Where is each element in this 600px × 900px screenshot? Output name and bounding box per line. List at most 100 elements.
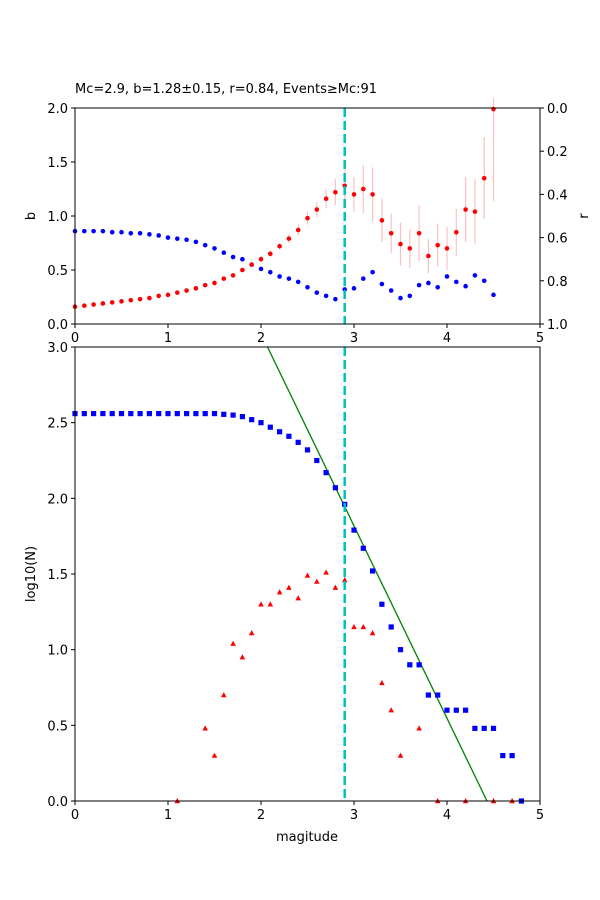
cumulative-point xyxy=(509,753,515,759)
cumulative-point xyxy=(100,410,106,417)
non-cumulative-point xyxy=(248,630,255,636)
b-value-point xyxy=(481,175,487,181)
non-cumulative-point xyxy=(239,654,246,660)
cumulative-point xyxy=(490,725,497,731)
cumulative-point xyxy=(481,725,487,731)
b-value-point xyxy=(221,276,227,281)
non-cumulative-point xyxy=(276,589,283,595)
r-point xyxy=(268,269,273,275)
r-point xyxy=(221,250,227,256)
non-cumulative-point xyxy=(267,601,274,607)
cumulative-point xyxy=(221,411,227,417)
top-y-ticks: 0.0 0.5 1.0 1.5 2.0 xyxy=(47,102,75,333)
r-point xyxy=(258,266,264,272)
b-value-points xyxy=(72,106,496,310)
r-point xyxy=(491,292,496,298)
r-point xyxy=(91,228,96,234)
bottom-y-tick-label: 1.5 xyxy=(47,568,68,583)
cumulative-point xyxy=(277,429,283,435)
b-value-point xyxy=(314,207,320,212)
cumulative-point xyxy=(239,414,245,420)
r-point xyxy=(426,280,431,286)
cumulative-point xyxy=(230,412,236,418)
top-x-tick-label: 1 xyxy=(164,331,172,346)
r-point xyxy=(175,236,180,241)
cumulative-point xyxy=(211,410,218,417)
b-value-point xyxy=(147,295,152,301)
r-point xyxy=(277,274,282,279)
top-y-tick-label: 1.5 xyxy=(47,156,68,171)
non-cumulative-point xyxy=(388,707,394,713)
b-value-point xyxy=(454,229,459,235)
cumulative-point xyxy=(146,410,152,417)
bottom-y-tick-label: 3.0 xyxy=(47,341,68,356)
r-point xyxy=(202,242,208,248)
top-y-axis-label: b xyxy=(24,212,39,220)
top-y-tick-label: 1.0 xyxy=(47,210,68,225)
cumulative-point xyxy=(407,662,413,668)
bottom-x-tick-label: 0 xyxy=(71,808,79,823)
cumulative-point xyxy=(118,410,125,417)
r-point xyxy=(388,288,394,293)
r-point xyxy=(119,229,124,235)
r-point xyxy=(230,254,236,260)
b-value-point xyxy=(82,303,87,308)
b-value-point xyxy=(472,209,478,214)
b-value-point xyxy=(388,230,394,236)
r-point xyxy=(361,276,366,281)
r-point xyxy=(398,295,403,301)
cumulative-point xyxy=(332,485,338,491)
r-point xyxy=(295,279,301,285)
b-value-point xyxy=(100,301,106,306)
b-value-point xyxy=(202,282,208,288)
bottom-y-tick-label: 1.0 xyxy=(47,644,68,659)
b-value-point xyxy=(109,300,115,305)
r-point xyxy=(314,290,320,295)
r-point xyxy=(454,279,459,285)
b-value-point xyxy=(277,243,282,249)
b-value-point xyxy=(295,227,301,233)
bottom-y-tick-label: 2.0 xyxy=(47,492,68,507)
top-right-y-tick-label: 1.0 xyxy=(547,318,568,333)
r-point xyxy=(156,233,161,238)
fmd-panel: 0 1 2 3 4 5 0.0 0.5 1.0 1.5 2.0 2.5 3.0 magitude lo… xyxy=(24,341,544,845)
r-point xyxy=(165,235,171,240)
b-value-point xyxy=(193,286,199,291)
top-y-tick-label: 0.5 xyxy=(47,264,68,279)
top-x-tick-label: 4 xyxy=(443,331,451,346)
r-point xyxy=(305,284,310,290)
r-point xyxy=(379,281,385,287)
cumulative-point xyxy=(165,410,171,417)
bottom-y-tick-label: 0.5 xyxy=(47,719,68,734)
r-point xyxy=(351,286,357,291)
r-point xyxy=(240,256,245,262)
cumulative-point xyxy=(137,410,143,417)
b-value-point xyxy=(379,218,385,223)
cumulative-point xyxy=(360,545,366,551)
bottom-x-tick-label: 3 xyxy=(350,808,358,823)
non-cumulative-point xyxy=(323,569,329,575)
top-x-tick-label: 0 xyxy=(71,331,79,346)
cumulative-point xyxy=(472,725,478,731)
cumulative-point xyxy=(109,410,115,417)
cumulative-point xyxy=(304,447,311,453)
r-point xyxy=(481,278,487,284)
non-cumulative-point xyxy=(397,752,404,758)
cumulative-point xyxy=(314,457,320,464)
top-right-y-ticks: 0.0 0.2 0.4 0.6 0.8 1.0 xyxy=(540,102,568,333)
cumulative-point xyxy=(91,410,97,417)
non-cumulative-point xyxy=(341,577,348,583)
non-cumulative-point xyxy=(304,572,311,578)
bottom-x-axis-label: magitude xyxy=(276,830,338,845)
non-cumulative-point xyxy=(369,630,376,636)
r-point xyxy=(109,229,115,235)
b-value-point xyxy=(268,251,273,257)
b-value-point xyxy=(407,246,413,251)
r-point xyxy=(128,230,134,236)
b-value-point xyxy=(305,215,310,221)
non-cumulative-point xyxy=(202,725,208,731)
cumulative-point xyxy=(416,662,422,668)
r-point xyxy=(286,276,292,281)
cumulative-point xyxy=(184,410,190,417)
